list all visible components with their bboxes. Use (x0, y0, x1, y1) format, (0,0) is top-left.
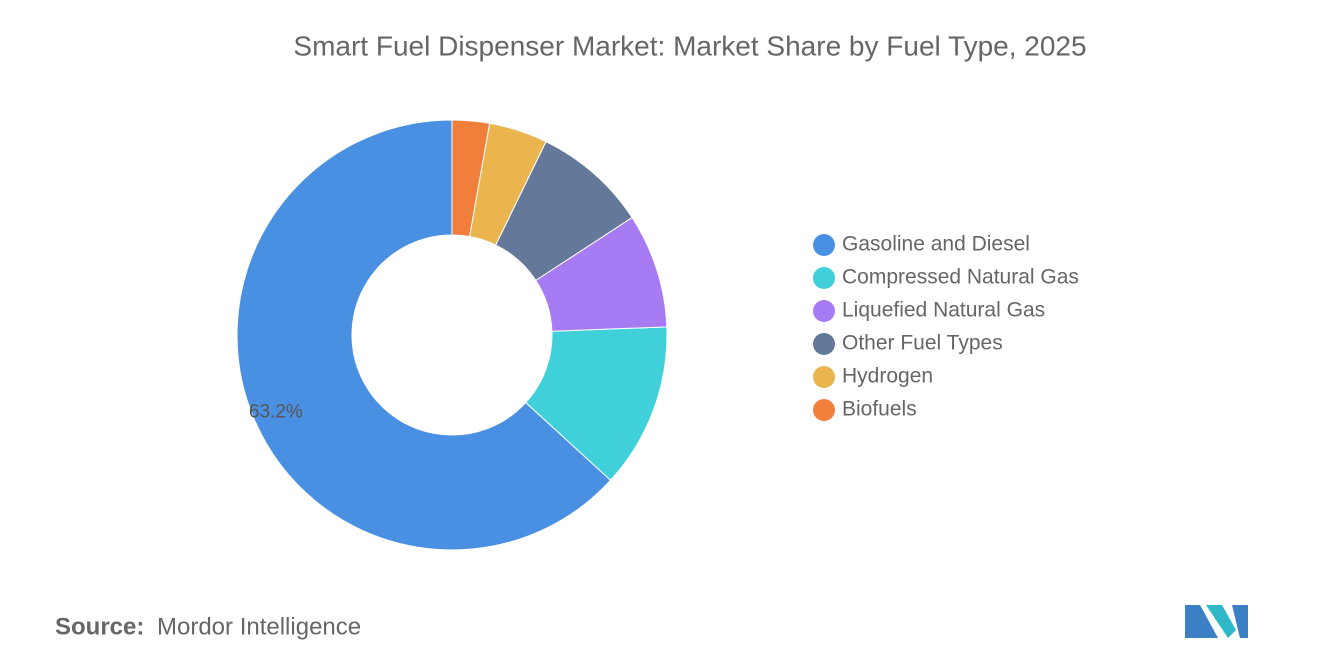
chart-title: Smart Fuel Dispenser Market: Market Shar… (293, 30, 1086, 61)
legend-label: Hydrogen (842, 365, 933, 388)
legend-marker (813, 399, 835, 421)
legend-marker (813, 333, 835, 355)
legend-label: Liquefied Natural Gas (842, 299, 1045, 322)
source-label: Source: (55, 613, 144, 640)
slice (236, 119, 612, 551)
slice (451, 119, 491, 238)
legend-label: Compressed Natural Gas (842, 266, 1079, 289)
logo (1185, 605, 1248, 638)
legend-marker (813, 366, 835, 388)
legend-label: Biofuels (842, 398, 917, 421)
value-label: 63.2% (249, 402, 303, 423)
legend-marker (813, 267, 835, 289)
legend-label: Gasoline and Diesel (842, 233, 1030, 256)
legend-label: Other Fuel Types (842, 332, 1003, 355)
legend-marker (813, 234, 835, 256)
legend-marker (813, 300, 835, 322)
source-text: Mordor Intelligence (157, 613, 361, 640)
